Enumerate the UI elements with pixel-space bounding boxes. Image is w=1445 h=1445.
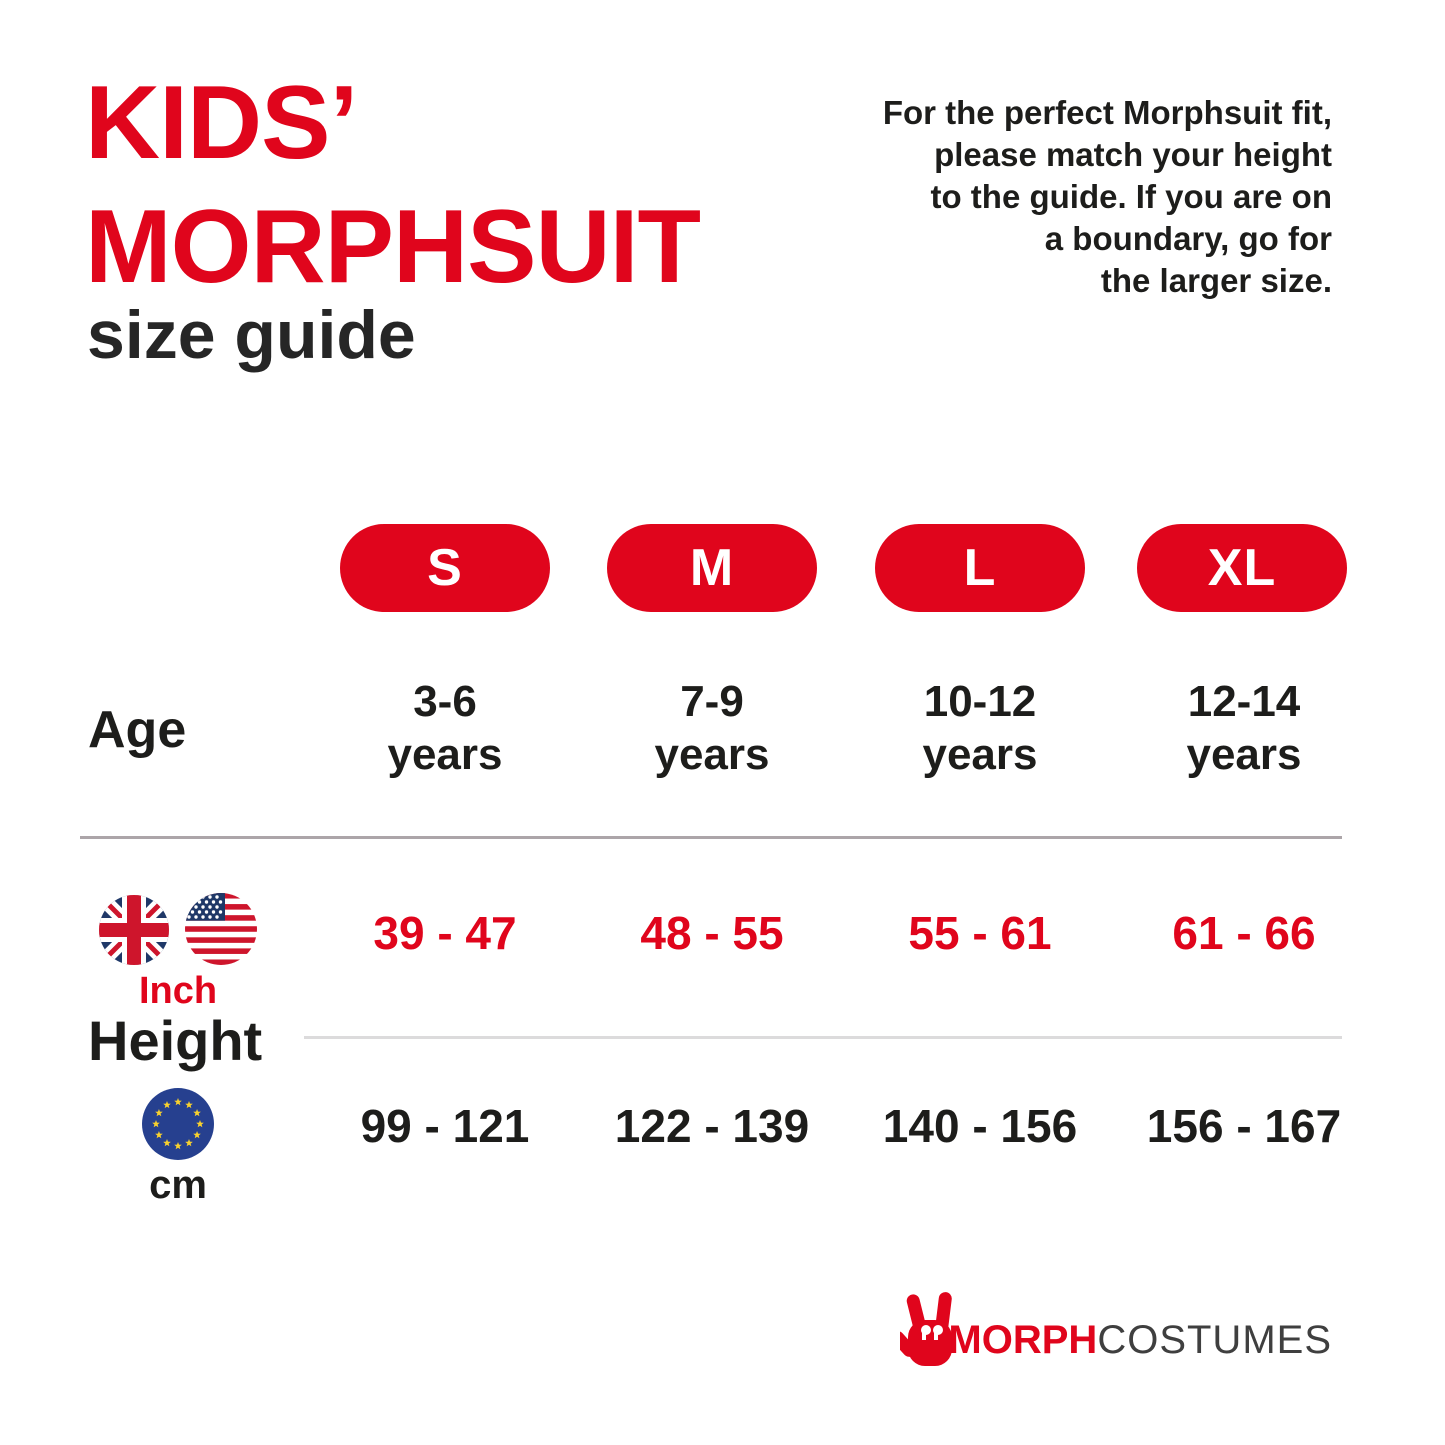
size-badge-xl: XL <box>1137 524 1347 612</box>
us-flag-icon <box>185 893 257 965</box>
age-value-l: 10-12 years <box>922 677 1038 779</box>
height-inch-m: 48 - 55 <box>640 907 784 959</box>
height-cm-l: 140 - 156 <box>882 1100 1078 1152</box>
age-row-label: Age <box>88 701 187 759</box>
row-divider-top <box>80 836 1342 839</box>
age-value-s: 3-6 years <box>387 677 503 779</box>
fit-instructions-text: For the perfect Morphsuit fit, please ma… <box>882 94 1332 299</box>
cm-unit-label: cm <box>149 1163 207 1207</box>
height-inch-xl: 61 - 66 <box>1172 907 1316 959</box>
logo-costumes-text: COSTUMES <box>1097 1318 1332 1362</box>
inch-unit-label: Inch <box>138 970 218 1012</box>
page-title: KIDS’ MORPHSUIT <box>85 65 701 305</box>
age-value-m: 7-9 years <box>654 677 770 779</box>
height-cm-s: 99 - 121 <box>360 1100 530 1152</box>
age-value-xl: 12-14 years <box>1186 677 1302 779</box>
morphcostumes-logo: MORPH COSTUMES <box>900 1292 1332 1366</box>
page-subtitle: size guide <box>87 297 416 373</box>
size-badge-l: L <box>875 524 1085 612</box>
height-cm-m: 122 - 139 <box>614 1100 810 1152</box>
logo-morph-text: MORPH <box>948 1318 1098 1362</box>
row-divider-bottom <box>304 1036 1342 1039</box>
height-row-label: Height <box>88 1009 263 1072</box>
height-inch-l: 55 - 61 <box>908 907 1052 959</box>
uk-flag-icon <box>99 895 169 965</box>
size-badge-s: S <box>340 524 550 612</box>
eu-flag-icon <box>142 1088 214 1160</box>
morph-hand-icon <box>900 1292 953 1366</box>
height-inch-s: 39 - 47 <box>373 907 517 959</box>
height-cm-xl: 156 - 167 <box>1146 1100 1342 1152</box>
size-badge-m: M <box>607 524 817 612</box>
